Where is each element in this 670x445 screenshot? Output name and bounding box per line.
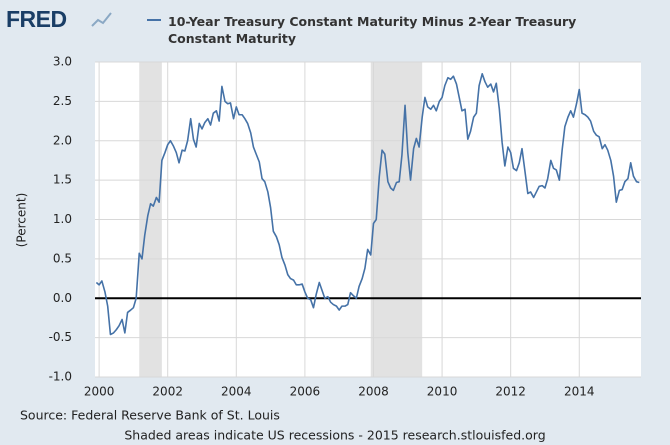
y-tick-label: -1.0 [49, 370, 72, 384]
y-tick-label: 2.0 [53, 133, 72, 147]
x-tick-label: 2006 [290, 385, 321, 399]
x-tick-label: 2000 [84, 385, 115, 399]
y-tick-label: -0.5 [49, 330, 72, 344]
note: Shaded areas indicate US recessions - 20… [124, 428, 545, 443]
y-tick-label: 3.0 [53, 55, 72, 69]
source: Source: Federal Reserve Bank of St. Loui… [20, 408, 280, 423]
y-tick-label: 1.5 [53, 173, 72, 187]
y-axis-label: (Percent) [15, 193, 29, 248]
y-tick-label: 0.5 [53, 251, 72, 265]
x-tick-label: 2008 [358, 385, 389, 399]
x-tick-label: 2002 [152, 385, 183, 399]
x-tick-label: 2004 [221, 385, 252, 399]
series-line [95, 73, 640, 336]
y-tick-label: 0.0 [53, 291, 72, 305]
x-tick-label: 2010 [427, 385, 458, 399]
x-tick-label: 2012 [495, 385, 526, 399]
y-tick-label: 2.5 [53, 94, 72, 108]
logo: FRED [6, 6, 67, 32]
y-tick-label: 1.0 [53, 212, 72, 226]
legend-label: 10-Year Treasury Constant Maturity Minus… [168, 14, 577, 46]
logo-icon [91, 12, 112, 27]
x-tick-label: 2014 [564, 385, 595, 399]
